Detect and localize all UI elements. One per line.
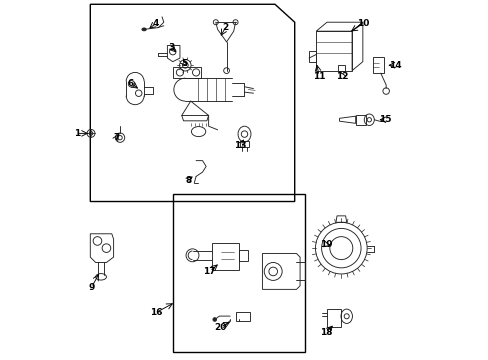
Text: 8: 8 — [184, 176, 191, 185]
Bar — [326, 309, 341, 327]
Ellipse shape — [142, 28, 146, 31]
Text: 6: 6 — [127, 79, 134, 88]
Bar — [372, 57, 384, 73]
Text: 1: 1 — [73, 129, 80, 138]
Text: 10: 10 — [357, 19, 369, 28]
Text: 17: 17 — [203, 267, 216, 276]
Text: 20: 20 — [214, 323, 226, 332]
Bar — [239, 140, 249, 147]
Text: 15: 15 — [378, 115, 391, 124]
Text: 12: 12 — [335, 72, 348, 81]
Text: 5: 5 — [181, 59, 187, 68]
Text: 16: 16 — [149, 308, 162, 317]
Text: 9: 9 — [88, 283, 94, 292]
Text: 2: 2 — [222, 23, 228, 32]
Text: 7: 7 — [113, 133, 120, 142]
Text: 3: 3 — [168, 43, 174, 52]
Bar — [172, 194, 305, 352]
Text: 4: 4 — [152, 19, 159, 28]
Text: 19: 19 — [319, 240, 332, 249]
Text: 13: 13 — [233, 141, 246, 150]
Bar — [355, 115, 366, 125]
Text: 18: 18 — [319, 328, 332, 337]
Text: 11: 11 — [312, 72, 325, 81]
Bar — [235, 312, 249, 320]
Text: 14: 14 — [388, 61, 401, 70]
Ellipse shape — [212, 318, 216, 321]
